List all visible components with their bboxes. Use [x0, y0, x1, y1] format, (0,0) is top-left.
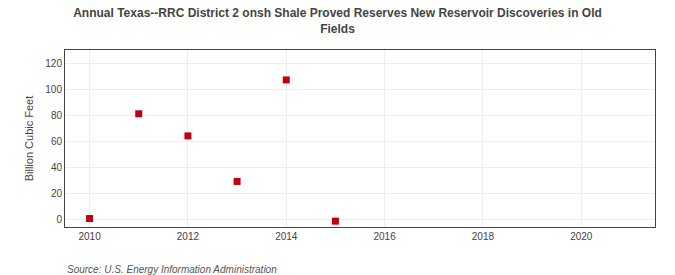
svg-text:2010: 2010 [78, 231, 101, 242]
svg-text:120: 120 [45, 58, 62, 69]
svg-text:2014: 2014 [275, 231, 298, 242]
svg-text:Source: U.S. Energy Informatio: Source: U.S. Energy Information Administ… [67, 264, 277, 275]
svg-text:Annual Texas--RRC District 2 o: Annual Texas--RRC District 2 onsh Shale … [73, 6, 602, 36]
svg-text:2020: 2020 [570, 231, 593, 242]
svg-text:2018: 2018 [472, 231, 495, 242]
svg-text:2016: 2016 [373, 231, 396, 242]
svg-text:0: 0 [56, 214, 62, 225]
svg-text:60: 60 [51, 136, 63, 147]
svg-text:40: 40 [51, 162, 63, 173]
svg-text:20: 20 [51, 188, 63, 199]
svg-text:Billion Cubic Feet: Billion Cubic Feet [23, 96, 35, 182]
svg-text:80: 80 [51, 110, 63, 121]
svg-text:100: 100 [45, 84, 62, 95]
svg-text:2012: 2012 [177, 231, 200, 242]
